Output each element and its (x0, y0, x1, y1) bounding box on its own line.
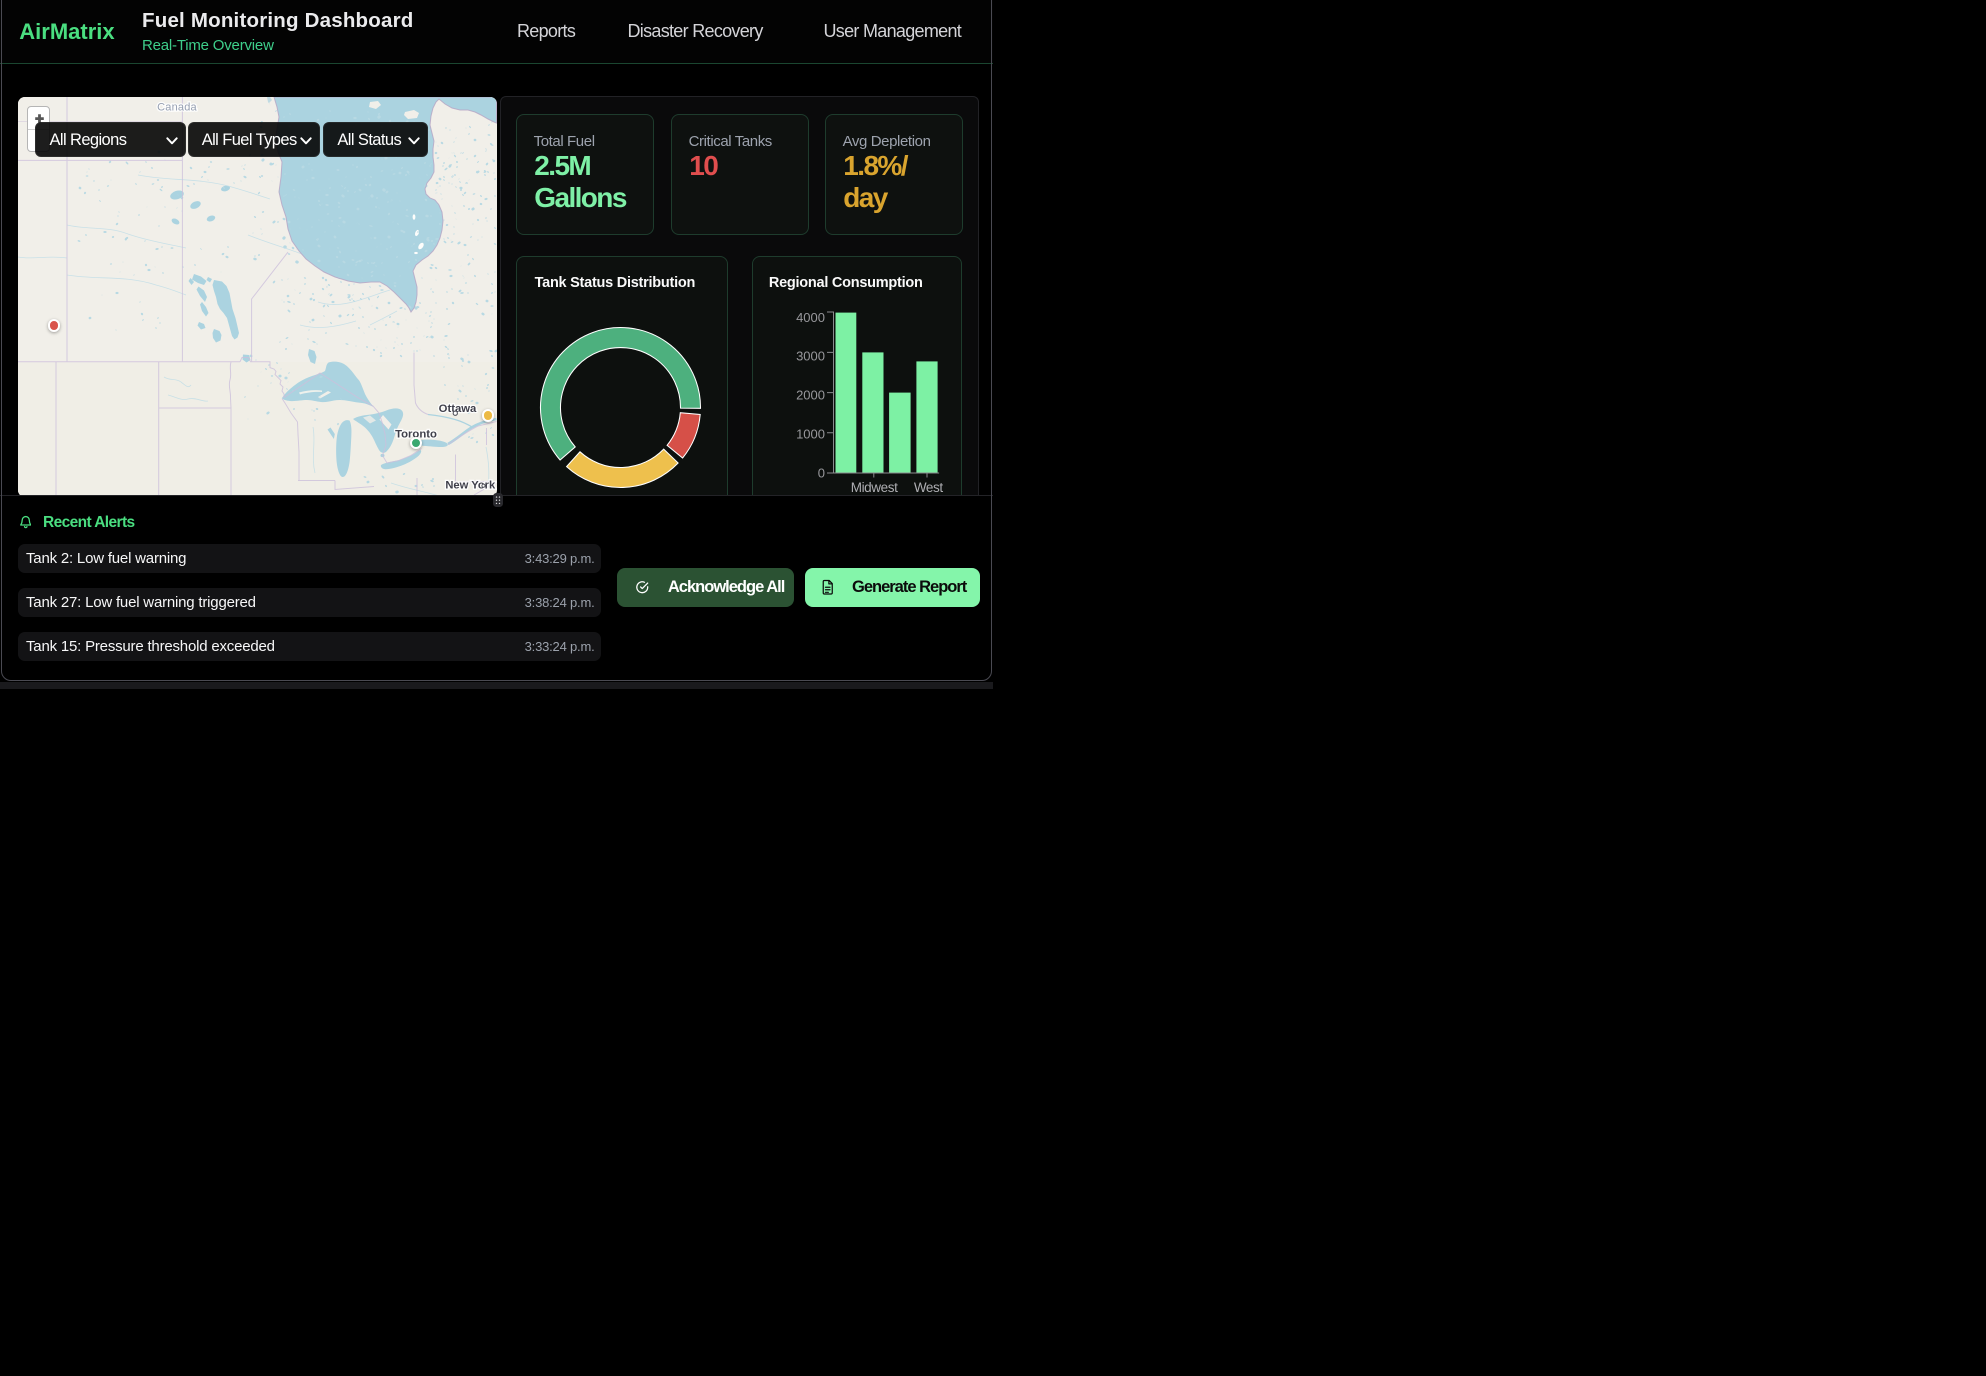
svg-text:Canada: Canada (157, 102, 197, 114)
svg-text:2000: 2000 (796, 388, 825, 403)
svg-text:Ottawa: Ottawa (439, 403, 477, 415)
svg-text:Midwest: Midwest (850, 480, 897, 495)
svg-text:0: 0 (817, 465, 824, 480)
svg-text:Toronto: Toronto (395, 429, 437, 441)
svg-text:West: West (913, 480, 943, 495)
svg-text:New York: New York (445, 480, 496, 492)
svg-text:4000: 4000 (796, 310, 825, 325)
svg-text:3000: 3000 (796, 349, 825, 364)
svg-text:1000: 1000 (796, 427, 825, 442)
